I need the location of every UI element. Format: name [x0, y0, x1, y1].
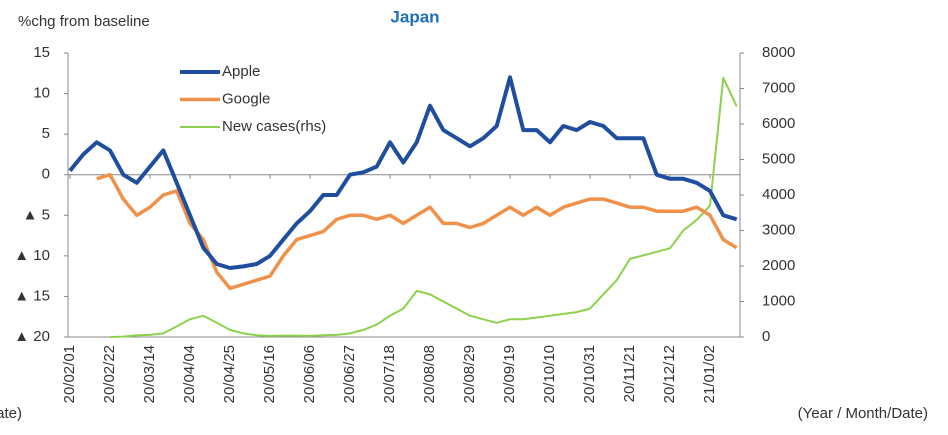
x-tick-label: 20/06/06 — [301, 345, 318, 403]
y2-tick-label: 4000 — [762, 186, 795, 203]
x-tick-label: 20/06/27 — [341, 345, 358, 403]
y2-tick-label: 8000 — [762, 44, 795, 61]
x-tick-label: 20/10/10 — [541, 345, 558, 403]
y-tick-label: ▲ 15 — [14, 287, 50, 304]
series-line — [109, 76, 738, 338]
y-tick-label: 15 — [33, 44, 50, 61]
x-tick-label: 20/03/14 — [141, 345, 158, 403]
y-tick-label: 10 — [33, 85, 50, 102]
legend-label: Apple — [222, 63, 260, 80]
x-tick-label: 20/04/04 — [181, 345, 198, 403]
y-tick-label: ▲ 5 — [23, 206, 50, 223]
x-tick-label: 20/11/21 — [621, 345, 638, 402]
series-line — [68, 75, 738, 270]
chart-title: Japan — [390, 7, 439, 26]
legend-label: New cases(rhs) — [222, 118, 326, 135]
x-tick-label: 20/02/22 — [101, 345, 118, 403]
x-tick-label: 20/07/18 — [381, 345, 398, 403]
y-tick-label: 5 — [42, 125, 50, 142]
y-axis-label: %chg from baseline — [18, 13, 150, 30]
y-tick-label: 0 — [42, 166, 50, 183]
y-tick-label: ▲ 20 — [14, 328, 50, 345]
x-tick-label: 21/01/02 — [701, 345, 718, 403]
y2-tick-label: 3000 — [762, 221, 795, 238]
x-axis-label: (Year / Month/Date) — [798, 405, 928, 422]
series-line — [96, 172, 738, 291]
x-tick-label: 20/05/16 — [261, 345, 278, 403]
legend-label: Google — [222, 90, 270, 107]
y2-tick-label: 1000 — [762, 292, 795, 309]
x-tick-label: 20/12/12 — [661, 345, 678, 403]
x-tick-label: 20/08/08 — [421, 345, 438, 403]
x-axis-label-cropped: (Year / Month/Date) — [0, 405, 22, 422]
x-tick-label: 20/10/31 — [581, 345, 598, 403]
y2-tick-label: 2000 — [762, 257, 795, 274]
y-tick-label: ▲ 10 — [14, 247, 50, 264]
y2-tick-label: 7000 — [762, 79, 795, 96]
y2-tick-label: 6000 — [762, 115, 795, 132]
x-tick-label: 20/04/25 — [221, 345, 238, 403]
x-tick-label: 20/02/01 — [61, 345, 78, 403]
x-tick-label: 20/08/29 — [461, 345, 478, 403]
x-tick-label: 20/09/19 — [501, 345, 518, 403]
y2-tick-label: 5000 — [762, 150, 795, 167]
y2-tick-label: 0 — [762, 328, 770, 345]
